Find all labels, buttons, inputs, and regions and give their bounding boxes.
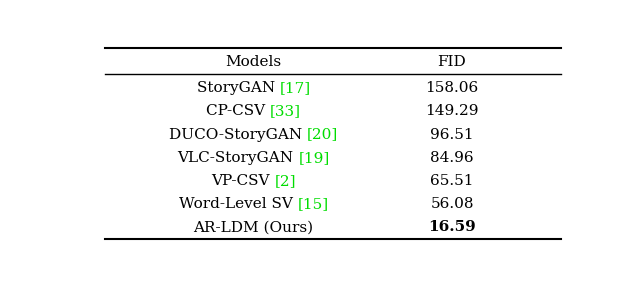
Text: FID: FID: [438, 54, 467, 69]
Text: 56.08: 56.08: [430, 197, 474, 211]
Text: VP-CSV: VP-CSV: [211, 174, 275, 188]
Text: CP-CSV: CP-CSV: [206, 104, 270, 119]
Text: 16.59: 16.59: [428, 220, 476, 234]
Text: 149.29: 149.29: [425, 104, 479, 119]
Text: [20]: [20]: [307, 128, 338, 142]
Text: Models: Models: [225, 54, 282, 69]
Text: CP-CSV [33]: CP-CSV [33]: [206, 104, 301, 119]
Text: Word-Level SV [15]: Word-Level SV [15]: [179, 197, 328, 211]
Text: 65.51: 65.51: [430, 174, 474, 188]
Text: StoryGAN: StoryGAN: [196, 81, 280, 95]
Text: DUCO-StoryGAN [20]: DUCO-StoryGAN [20]: [169, 128, 338, 142]
Text: Word-Level SV: Word-Level SV: [179, 197, 298, 211]
Text: [19]: [19]: [298, 151, 330, 165]
Text: 84.96: 84.96: [430, 151, 474, 165]
Text: AR-LDM (Ours): AR-LDM (Ours): [193, 220, 314, 234]
Text: [33]: [33]: [270, 104, 301, 119]
Text: 158.06: 158.06: [426, 81, 479, 95]
Text: VLC-StoryGAN [19]: VLC-StoryGAN [19]: [177, 151, 330, 165]
Text: [17]: [17]: [280, 81, 310, 95]
Text: 96.51: 96.51: [430, 128, 474, 142]
Text: StoryGAN [17]: StoryGAN [17]: [196, 81, 310, 95]
Text: VLC-StoryGAN: VLC-StoryGAN: [177, 151, 298, 165]
Text: VP-CSV [2]: VP-CSV [2]: [211, 174, 296, 188]
Text: [2]: [2]: [275, 174, 296, 188]
Text: DUCO-StoryGAN: DUCO-StoryGAN: [169, 128, 307, 142]
Text: [15]: [15]: [298, 197, 328, 211]
